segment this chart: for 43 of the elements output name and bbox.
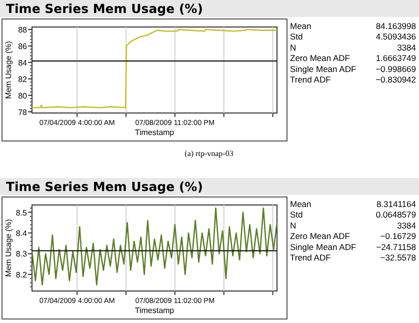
data-label: 84.163998 xyxy=(376,21,416,31)
y-axis-title: Mem Usage (%) xyxy=(4,40,13,99)
chart-title: Time Series Mem Usage (%) xyxy=(6,1,203,16)
chart-title: Time Series Mem Usage (%) xyxy=(6,179,203,194)
category-label: Single Mean ADF xyxy=(290,64,356,74)
y-tick-label: 8.2 xyxy=(16,270,28,280)
y-tick-label: 88 xyxy=(18,25,28,34)
category-label: Mean xyxy=(290,199,312,209)
category-label: Trend ADF xyxy=(290,74,331,84)
line-series xyxy=(31,207,278,286)
y-tick-label: 84 xyxy=(18,58,28,68)
data-label: 1.6663749 xyxy=(376,53,416,64)
text: (a) rtp-vnap-03 xyxy=(184,149,234,158)
y-axis-title: Mem Usage (%) xyxy=(4,218,13,277)
category-label: Zero Mean ADF xyxy=(290,53,350,64)
y-tick-label: 78 xyxy=(18,108,28,117)
category-label: Std xyxy=(290,210,304,220)
data-label: 3384 xyxy=(397,220,416,230)
data-label: −0.16729 xyxy=(380,231,416,242)
data-label: −0.998669 xyxy=(376,64,416,74)
y-tick-label: 86 xyxy=(18,42,28,51)
x-axis-title: Timestamp xyxy=(134,128,175,137)
category-label: Single Mean ADF xyxy=(290,242,356,252)
category-label: Zero Mean ADF xyxy=(290,231,350,242)
y-tick-label: 80 xyxy=(18,91,28,100)
category-label: N xyxy=(290,220,296,230)
data-label: −32.5578 xyxy=(380,252,416,262)
data-label: 8.3141164 xyxy=(376,199,416,209)
line-series xyxy=(31,28,278,108)
data-label: 4.5093436 xyxy=(376,32,416,42)
category-label: Mean xyxy=(290,21,312,31)
x-axis-title: Timestamp xyxy=(134,306,175,315)
y-tick-label: 8.5 xyxy=(16,208,28,218)
data-label: 3384 xyxy=(397,42,416,52)
data-label: −24.71158 xyxy=(376,242,416,252)
category-label: Std xyxy=(290,32,304,42)
category-label: N xyxy=(290,42,296,52)
data-label: 0.0648579 xyxy=(376,210,416,220)
data-label: −0.830942 xyxy=(376,74,416,84)
y-tick-label: 8.4 xyxy=(16,228,28,238)
category-label: Trend ADF xyxy=(290,252,331,262)
y-tick-label: 8.3 xyxy=(16,250,28,259)
y-tick-label: 82 xyxy=(18,74,28,84)
